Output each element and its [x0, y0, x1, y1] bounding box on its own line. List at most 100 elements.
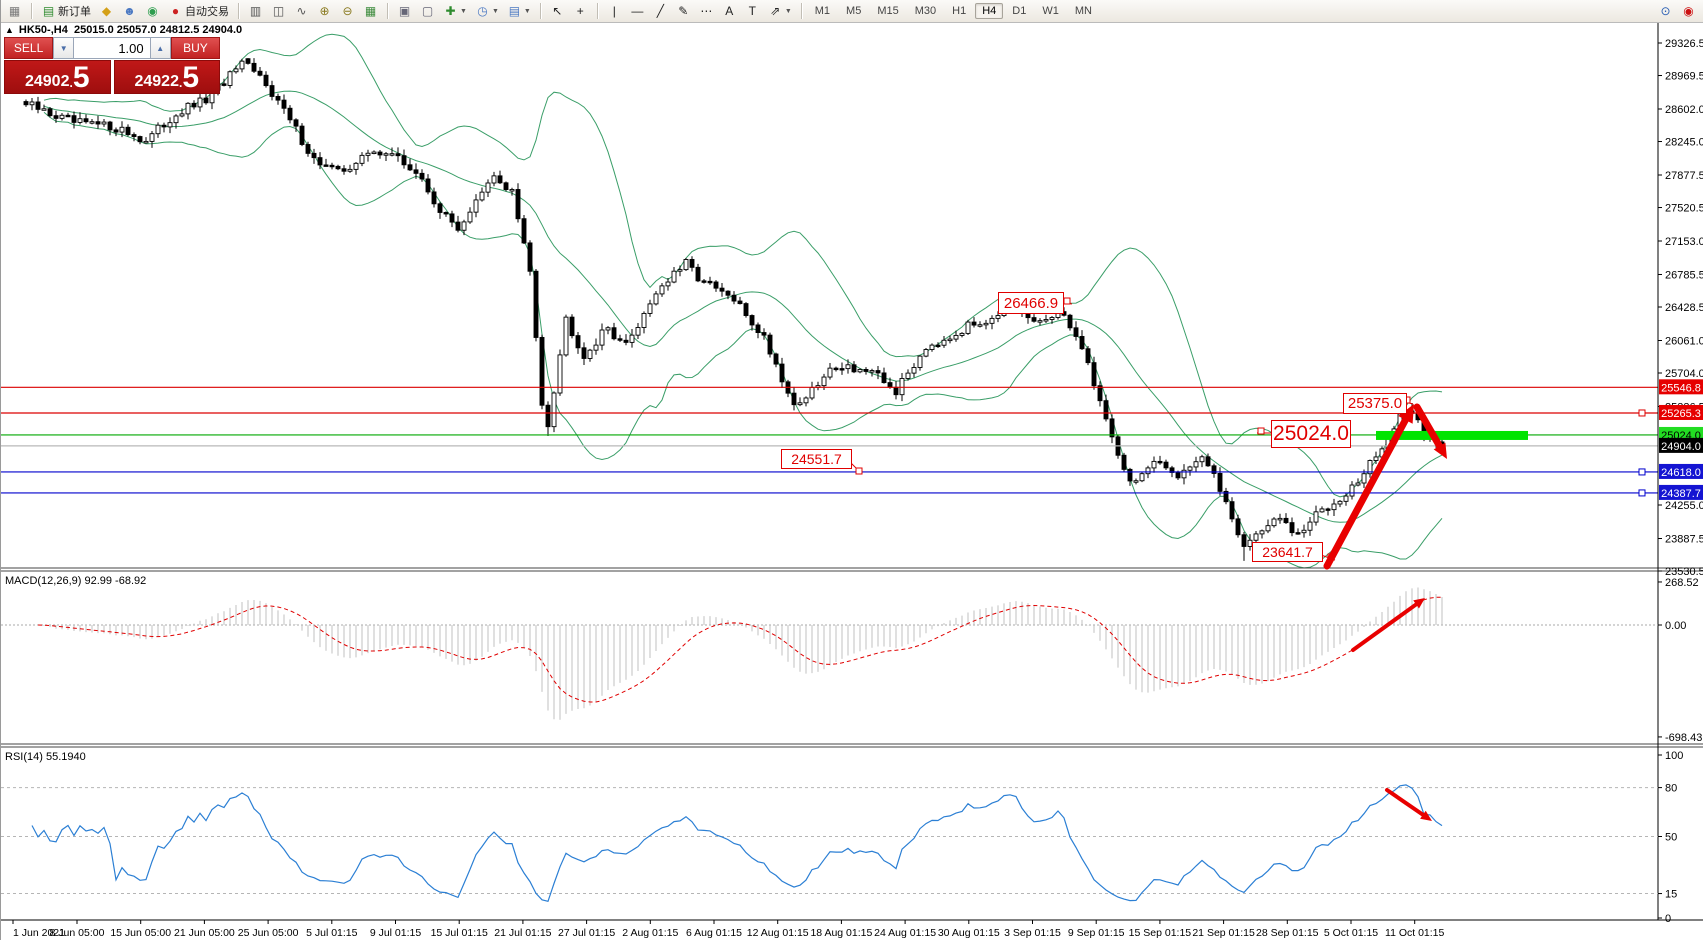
- trend-arrow: [1413, 598, 1425, 609]
- svg-text:0: 0: [1665, 913, 1671, 925]
- market-watch-button[interactable]: ◆: [95, 1, 118, 21]
- auto-arrange-button[interactable]: ▣: [393, 1, 416, 21]
- panel-frame: [1, 22, 1703, 921]
- top-toolbar: ▦ ▤ 新订单 ◆ ☻ ◉ ● 自动交易 ▥ ◫ ∿ ⊕ ⊖ ▦ ▣ ▢ ✚ ▼ ◷ ▼ ▤ ▼ ↖ + | — ╱ ✎ ⋯ A T ⇗ ▼ M…: [1, 0, 1703, 23]
- sell-price-box[interactable]: 24902. 5: [4, 60, 111, 94]
- signal-icon: ◉: [147, 4, 158, 18]
- autotrade-button[interactable]: ● 自动交易: [164, 1, 233, 21]
- timeframe-m1[interactable]: M1: [814, 5, 831, 17]
- trendline-button[interactable]: ╱: [649, 1, 672, 21]
- volume-increase-button[interactable]: ▲: [149, 37, 171, 59]
- trend-arrows[interactable]: [1323, 403, 1447, 821]
- track-chart-button[interactable]: ▢: [416, 1, 439, 21]
- svg-text:-698.43: -698.43: [1665, 732, 1702, 744]
- chart-header: ▲ HK50-,H4 25015.0 25057.0 24812.5 24904.…: [5, 24, 242, 36]
- text-button[interactable]: A: [718, 1, 741, 21]
- price-axis-badges: 25546.825265.325024.024904.024618.024387…: [1659, 379, 1703, 500]
- timeframe-h4[interactable]: H4: [975, 3, 1004, 19]
- price-annotation-25024.0[interactable]: 25024.0: [1271, 420, 1351, 448]
- timeframe-toolbar: M1 M5 M15 M30 H1 H4 D1 W1 MN: [805, 0, 1102, 22]
- help-community-button[interactable]: ◉: [1677, 1, 1700, 21]
- crosshair-button[interactable]: +: [569, 1, 592, 21]
- chart-canvas[interactable]: 29326.5 28969.5 28602.0 28245.0 27877.5 27520…: [1, 22, 1703, 940]
- bar-chart-button[interactable]: ▥: [244, 1, 267, 21]
- svg-text:0.00: 0.00: [1665, 620, 1686, 632]
- timeframe-d1[interactable]: D1: [1012, 5, 1027, 17]
- fibonacci-button[interactable]: ⋯: [695, 1, 718, 21]
- bar-chart-icon: ▥: [249, 4, 262, 18]
- collapse-widget-icon[interactable]: ▲: [5, 25, 14, 35]
- price-annotation-25375.0[interactable]: 25375.0: [1343, 393, 1407, 414]
- volume-input[interactable]: 1.00: [74, 37, 150, 59]
- chart-window-button[interactable]: ▦: [3, 1, 26, 21]
- price-annotation-23641.7[interactable]: 23641.7: [1252, 542, 1323, 562]
- toolbar-group: ▣ ▢ ✚ ▼ ◷ ▼ ▤ ▼: [391, 0, 537, 22]
- horizontal-line-icon: —: [631, 4, 644, 18]
- candlestick-chart-icon: ◫: [272, 4, 285, 18]
- periods-button[interactable]: ◷ ▼: [471, 1, 503, 21]
- signal-button[interactable]: ◉: [141, 1, 164, 21]
- arrows-button[interactable]: ⇗ ▼: [764, 1, 796, 21]
- data-window-button[interactable]: ☻: [118, 1, 141, 21]
- svg-text:100: 100: [1665, 750, 1683, 762]
- cursor-button[interactable]: ↖: [546, 1, 569, 21]
- svg-text:15: 15: [1665, 889, 1677, 901]
- line-chart-icon: ∿: [296, 4, 307, 18]
- indicators-button[interactable]: ✚ ▼: [439, 1, 471, 21]
- timeframe-m30[interactable]: M30: [914, 5, 937, 17]
- chevron-down-icon[interactable]: ▼: [523, 7, 531, 15]
- horizontal-line-button[interactable]: —: [626, 1, 649, 21]
- svg-text:18 Aug 01:15: 18 Aug 01:15: [810, 927, 872, 939]
- svg-text:50: 50: [1665, 832, 1677, 844]
- equidistant-channel-button[interactable]: ✎: [672, 1, 695, 21]
- timeframe-h1[interactable]: H1: [952, 5, 967, 17]
- tile-windows-icon: ▦: [364, 4, 377, 18]
- candlesticks: [23, 58, 1445, 561]
- volume-decrease-button[interactable]: ▼: [53, 37, 75, 59]
- templates-button[interactable]: ▤ ▼: [503, 1, 535, 21]
- timeframe-m5[interactable]: M5: [846, 5, 862, 17]
- toolbar-separator: [596, 3, 598, 19]
- tile-windows-button[interactable]: ▦: [359, 1, 382, 21]
- buy-button[interactable]: BUY: [170, 37, 220, 59]
- chevron-down-icon[interactable]: ▼: [460, 7, 467, 15]
- line-chart-button[interactable]: ∿: [290, 1, 313, 21]
- macd-label: MACD(12,26,9) 92.99 -68.92: [5, 575, 146, 587]
- search-button[interactable]: ⊙: [1654, 1, 1677, 21]
- price-annotation-26466.9[interactable]: 26466.9: [998, 292, 1064, 314]
- svg-text:268.52: 268.52: [1665, 577, 1699, 589]
- svg-text:25704.0: 25704.0: [1665, 368, 1703, 380]
- svg-text:28969.5: 28969.5: [1665, 71, 1703, 83]
- zoom-out-button[interactable]: ⊖: [336, 1, 359, 21]
- candlestick-chart-button[interactable]: ◫: [267, 1, 290, 21]
- svg-text:28 Sep 01:15: 28 Sep 01:15: [1256, 927, 1319, 939]
- svg-text:2 Aug 01:15: 2 Aug 01:15: [622, 927, 678, 939]
- autotrade-label: 自动交易: [185, 6, 229, 18]
- fibonacci-icon: ⋯: [700, 4, 713, 18]
- timeframe-w1[interactable]: W1: [1042, 5, 1059, 17]
- data-window-icon: ☻: [123, 4, 136, 18]
- timeframe-mn[interactable]: MN: [1074, 5, 1092, 17]
- green-highlight-bar[interactable]: [1376, 430, 1528, 440]
- sell-button[interactable]: SELL: [4, 37, 54, 59]
- svg-text:15 Jul 01:15: 15 Jul 01:15: [431, 927, 488, 939]
- zoom-in-button[interactable]: ⊕: [313, 1, 336, 21]
- chevron-down-icon[interactable]: ▼: [491, 7, 499, 15]
- svg-text:21 Jun 05:00: 21 Jun 05:00: [174, 927, 235, 939]
- text-label-button[interactable]: T: [741, 1, 764, 21]
- toolbar-separator: [539, 3, 541, 19]
- chevron-down-icon[interactable]: ▼: [784, 7, 792, 15]
- vertical-line-button[interactable]: |: [603, 1, 626, 21]
- svg-text:25 Jun 05:00: 25 Jun 05:00: [238, 927, 299, 939]
- price-annotation-24551.7[interactable]: 24551.7: [781, 449, 852, 469]
- new-order-button[interactable]: ▤ 新订单: [37, 1, 95, 21]
- buy-price-box[interactable]: 24922. 5: [113, 60, 220, 94]
- toolbar-group: ▦: [1, 0, 28, 22]
- svg-text:24 Aug 01:15: 24 Aug 01:15: [874, 927, 936, 939]
- rsi-label: RSI(14) 55.1940: [5, 751, 86, 763]
- svg-text:15 Jun 05:00: 15 Jun 05:00: [110, 927, 171, 939]
- svg-text:11 Oct 01:15: 11 Oct 01:15: [1385, 927, 1445, 939]
- timeframe-m15[interactable]: M15: [877, 5, 899, 17]
- bollinger-bands: [43, 33, 1443, 568]
- trendline-icon: ╱: [656, 4, 664, 18]
